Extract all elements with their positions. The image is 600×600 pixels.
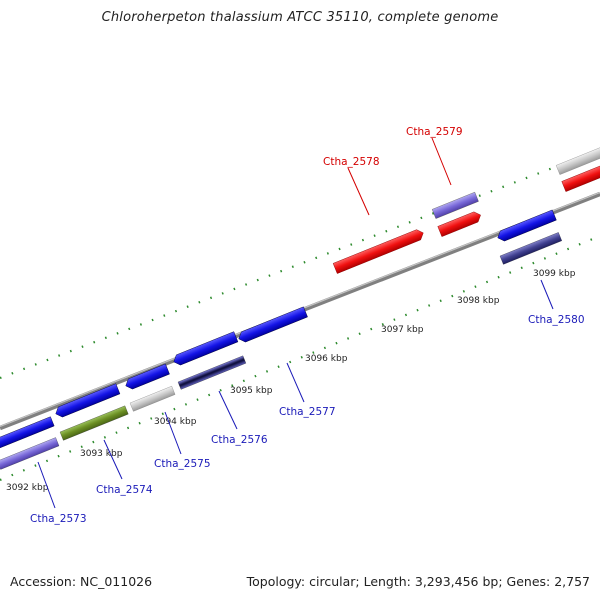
map-title: Chloroherpeton thalassium ATCC 35110, co… — [101, 10, 499, 25]
gene-arrow-ctha-2574[interactable] — [54, 383, 121, 419]
scale-tick-label: 3093 kbp — [80, 449, 123, 459]
leader-line-ctha-2575 — [164, 411, 182, 455]
leader-line-ctha-2576 — [218, 390, 238, 430]
accession-text: Accession: NC_011026 — [10, 574, 153, 589]
gene-arrow-ctha-2573[interactable] — [0, 416, 55, 449]
gene-arrow-ctha-2579[interactable] — [437, 210, 483, 237]
leader-line-ctha-2578 — [347, 167, 370, 216]
gene-box-right-edge-gray[interactable] — [555, 145, 600, 175]
gene-label-ctha-2575[interactable]: Ctha_2575 — [154, 458, 211, 470]
leader-line-ctha-2577 — [286, 362, 305, 403]
scale-tick-label: 3098 kbp — [457, 296, 500, 306]
outer-dot-track — [0, 148, 600, 380]
gene-label-ctha-2580[interactable]: Ctha_2580 — [528, 314, 585, 326]
scale-tick-label: 3096 kbp — [305, 354, 348, 364]
gene-box-ctha-2573-lavender[interactable] — [0, 437, 60, 470]
gene-arrow-ctha-2578[interactable] — [332, 228, 425, 274]
inner-dot-track — [0, 234, 600, 482]
scale-tick-label: 3094 kbp — [154, 417, 197, 427]
leader-line-ctha-2574 — [103, 439, 123, 480]
gene-arrow-ctha-2580[interactable] — [496, 209, 557, 243]
gene-box-ctha-2575-gray[interactable] — [129, 385, 176, 412]
gene-label-ctha-2577[interactable]: Ctha_2577 — [279, 406, 336, 418]
gene-arrow-ctha-2577[interactable] — [237, 306, 308, 344]
gene-label-ctha-2573[interactable]: Ctha_2573 — [30, 513, 87, 525]
gene-box-ctha-2580-navy[interactable] — [499, 232, 562, 265]
gene-box-ctha-2579-overlap[interactable] — [431, 191, 479, 219]
gene-arrow-ctha-2575[interactable] — [124, 363, 170, 391]
leader-line-ctha-2579 — [431, 137, 452, 186]
scale-tick-label: 3095 kbp — [230, 386, 273, 396]
leader-line-ctha-2573 — [37, 461, 56, 509]
gene-label-ctha-2578[interactable]: Ctha_2578 — [323, 156, 380, 168]
genome-summary-text: Topology: circular; Length: 3,293,456 bp… — [246, 574, 590, 589]
scale-tick-label: 3097 kbp — [381, 325, 424, 335]
scale-tick-label: 3092 kbp — [6, 483, 49, 493]
gene-arrow-right-edge-red[interactable] — [561, 162, 600, 192]
gene-box-ctha-2576-striped[interactable] — [177, 355, 247, 390]
scale-tick-label: 3099 kbp — [533, 269, 576, 279]
leader-line-ctha-2580 — [540, 279, 554, 310]
gene-arrow-ctha-2576[interactable] — [172, 331, 239, 367]
gene-label-ctha-2579[interactable]: Ctha_2579 — [406, 126, 463, 138]
gene-label-ctha-2574[interactable]: Ctha_2574 — [96, 484, 153, 496]
gene-label-ctha-2576[interactable]: Ctha_2576 — [211, 434, 268, 446]
gene-box-ctha-2574-olive[interactable] — [59, 405, 129, 441]
